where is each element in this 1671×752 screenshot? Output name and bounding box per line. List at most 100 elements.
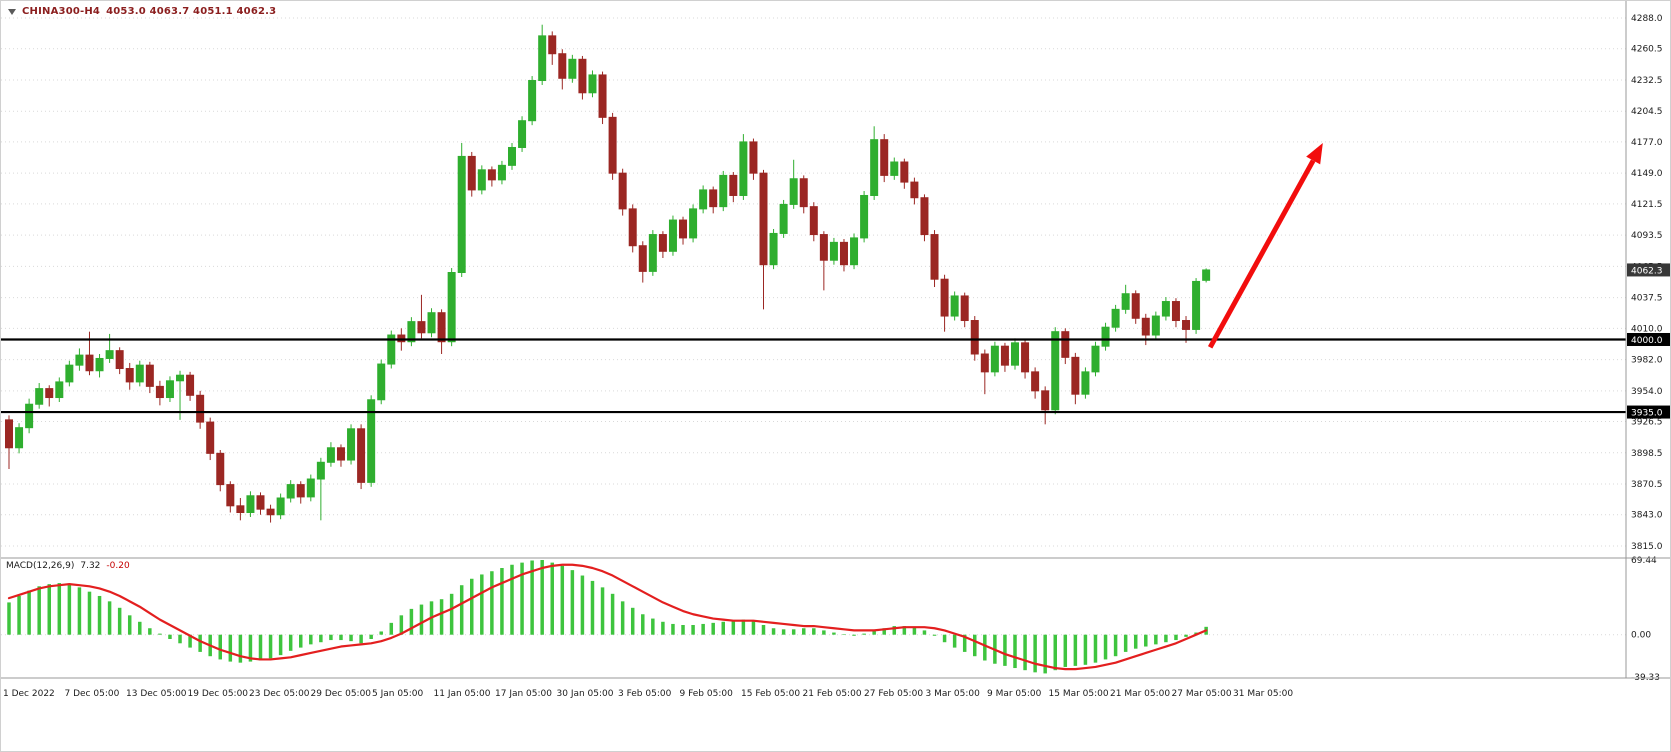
candle-body xyxy=(15,427,24,449)
candle-body xyxy=(668,219,677,252)
candle-body xyxy=(709,189,718,208)
candle-body xyxy=(216,452,225,486)
indicator-axis-label: 0.00 xyxy=(1631,631,1651,641)
price-axis-label: 4037.5 xyxy=(1631,294,1663,304)
candle-body xyxy=(860,194,869,239)
price-axis-label: 3982.0 xyxy=(1631,356,1663,366)
candle-body xyxy=(336,447,345,461)
candle-body xyxy=(1051,331,1060,411)
time-axis-label: 3 Mar 05:00 xyxy=(926,689,981,699)
price-axis-label: 4010.0 xyxy=(1631,324,1663,334)
candle-body xyxy=(910,181,919,199)
time-axis-label: 5 Jan 05:00 xyxy=(372,689,424,699)
candle-body xyxy=(145,364,154,387)
candle-body xyxy=(980,353,989,373)
candle-body xyxy=(638,245,647,272)
candle-body xyxy=(518,120,527,148)
time-axis-label: 9 Feb 05:00 xyxy=(680,689,734,699)
candle-body xyxy=(1071,356,1080,395)
candle-body xyxy=(155,385,164,399)
time-axis-label: 3 Feb 05:00 xyxy=(618,689,672,699)
candle-body xyxy=(286,484,295,499)
candle-body xyxy=(1202,269,1211,281)
candle-body xyxy=(588,74,597,94)
candle-body xyxy=(1182,320,1191,330)
candle-body xyxy=(487,169,496,181)
candle-body xyxy=(316,461,325,480)
time-axis-label: 9 Mar 05:00 xyxy=(987,689,1042,699)
candle-body xyxy=(1021,342,1030,373)
candle-body xyxy=(497,164,506,181)
candle-body xyxy=(347,428,356,461)
candle-body xyxy=(266,508,275,516)
candle-body xyxy=(930,234,939,280)
candle-body xyxy=(326,447,335,463)
macd-signal-line xyxy=(7,563,1208,671)
candle-body xyxy=(1121,293,1130,310)
candle-body xyxy=(1031,371,1040,392)
candle-body xyxy=(1061,331,1070,358)
candle-body xyxy=(679,219,688,239)
candle-body xyxy=(447,272,456,343)
candle-body xyxy=(749,141,758,174)
candle-body xyxy=(125,368,134,383)
candle-body xyxy=(789,178,798,205)
candle-body xyxy=(1171,301,1180,322)
time-axis-label: 15 Feb 05:00 xyxy=(741,689,800,699)
candle-body xyxy=(256,495,265,510)
candle-body xyxy=(1141,317,1150,336)
candle-body xyxy=(1091,345,1100,373)
candle-body xyxy=(457,155,466,274)
candle-body xyxy=(135,364,144,383)
candle-body xyxy=(809,206,818,236)
candle-body xyxy=(598,74,607,118)
macd-indicator-label: MACD(12,26,9) 7.32 -0.20 xyxy=(6,561,130,571)
time-axis-label: 27 Mar 05:00 xyxy=(1172,689,1232,699)
candle-body xyxy=(578,58,587,94)
candle-body xyxy=(970,320,979,355)
candle-body xyxy=(407,321,416,343)
candle-body xyxy=(236,505,245,514)
quick-trade-dropdown-icon[interactable] xyxy=(8,8,16,15)
price-axis-label: 3898.5 xyxy=(1631,449,1663,459)
price-axis-label: 3954.0 xyxy=(1631,387,1663,397)
time-axis-label: 19 Dec 05:00 xyxy=(188,689,249,699)
candle-body xyxy=(839,241,848,266)
trend-arrow-head[interactable] xyxy=(1306,143,1323,165)
price-line-badge-label: 4000.0 xyxy=(1631,336,1663,346)
candle-body xyxy=(568,58,577,79)
candle-body xyxy=(95,357,104,372)
candle-body xyxy=(608,116,617,174)
time-axis-label: 13 Dec 05:00 xyxy=(126,689,187,699)
candle-body xyxy=(296,484,305,498)
trend-arrow[interactable] xyxy=(1207,159,1316,349)
candle-body xyxy=(829,241,838,261)
macd-signal-value: -0.20 xyxy=(106,561,130,571)
price-line-badge xyxy=(1627,405,1670,419)
time-axis-label: 17 Jan 05:00 xyxy=(495,689,552,699)
candle-body xyxy=(367,399,376,483)
candle-body xyxy=(276,497,285,516)
symbol-timeframe-label: CHINA300-H4 xyxy=(22,6,101,17)
candle-body xyxy=(1151,315,1160,336)
time-axis-label: 31 Mar 05:00 xyxy=(1233,689,1293,699)
candle-body xyxy=(508,146,516,166)
candle-body xyxy=(437,312,446,343)
candle-body xyxy=(206,421,215,454)
candle-body xyxy=(1000,345,1009,366)
candle-body xyxy=(417,321,426,334)
candle-body xyxy=(377,363,386,401)
time-axis-label: 7 Dec 05:00 xyxy=(65,689,120,699)
candle-body xyxy=(1101,326,1110,347)
candle-body xyxy=(387,334,396,365)
current-price-badge-label: 4062.3 xyxy=(1631,266,1663,276)
price-axis-label: 4232.5 xyxy=(1631,76,1663,86)
price-axis-label: 4149.0 xyxy=(1631,169,1663,179)
candle-body xyxy=(1041,390,1050,411)
time-axis-label: 11 Jan 05:00 xyxy=(434,689,491,699)
candle-body xyxy=(779,203,788,234)
macd-main-value: 7.32 xyxy=(80,561,101,571)
candle-body xyxy=(1131,293,1140,319)
